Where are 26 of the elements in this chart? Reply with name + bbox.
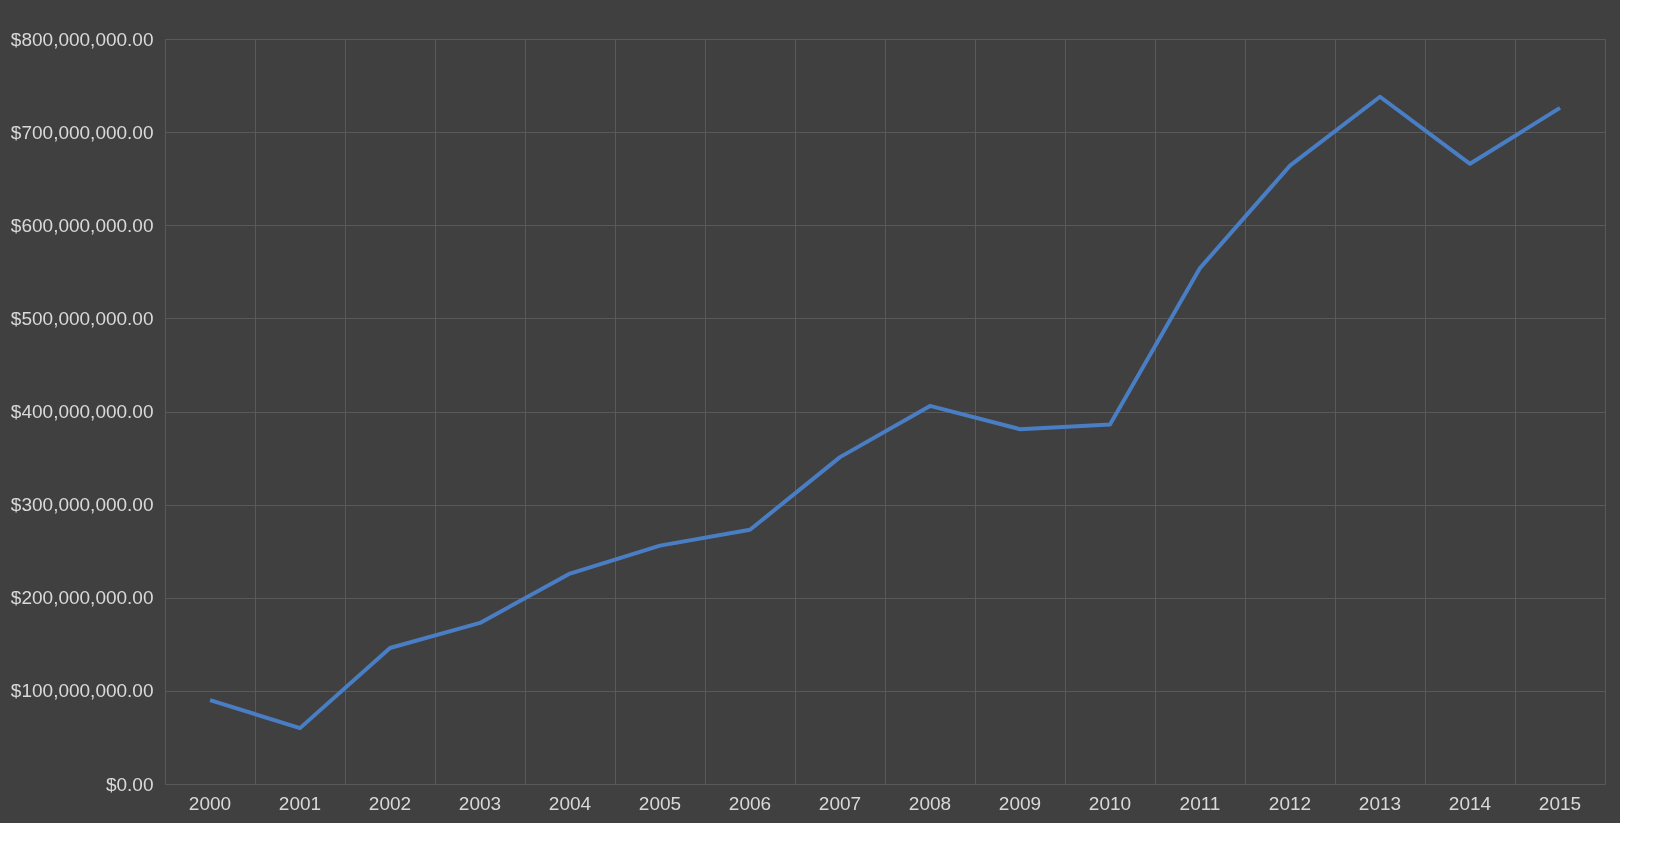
y-tick-label: $600,000,000.00: [10, 214, 154, 236]
x-tick-label: 2010: [1088, 792, 1132, 814]
x-tick-label: 2011: [1179, 792, 1221, 814]
x-tick-label: 2005: [638, 792, 682, 814]
x-tick-label: 2004: [548, 792, 592, 814]
x-tick-label: 2014: [1448, 792, 1492, 814]
x-tick-label: 2000: [188, 792, 232, 814]
y-tick-label: $200,000,000.00: [10, 587, 154, 609]
x-tick-label: 2006: [728, 792, 772, 814]
y-tick-label: $800,000,000.00: [10, 28, 154, 50]
y-tick-label: $100,000,000.00: [10, 680, 154, 702]
x-tick-label: 2012: [1268, 792, 1312, 814]
line-series: [208, 94, 1562, 731]
y-tick-label: $300,000,000.00: [10, 494, 154, 516]
y-tick-label: $700,000,000.00: [10, 121, 154, 143]
x-tick-label: 2002: [368, 792, 412, 814]
x-tick-label: 2013: [1358, 792, 1402, 814]
y-tick-label: $0.00: [105, 773, 154, 795]
x-tick-label: 2008: [908, 792, 952, 814]
y-tick-label: $400,000,000.00: [10, 401, 154, 422]
x-tick-label: 2003: [458, 792, 502, 814]
y-tick-label: $500,000,000.00: [10, 307, 154, 329]
x-tick-label: 2001: [278, 792, 322, 814]
x-tick-label: 2015: [1538, 792, 1582, 814]
x-tick-label: 2009: [998, 792, 1042, 814]
x-tick-label: 2007: [818, 792, 862, 814]
